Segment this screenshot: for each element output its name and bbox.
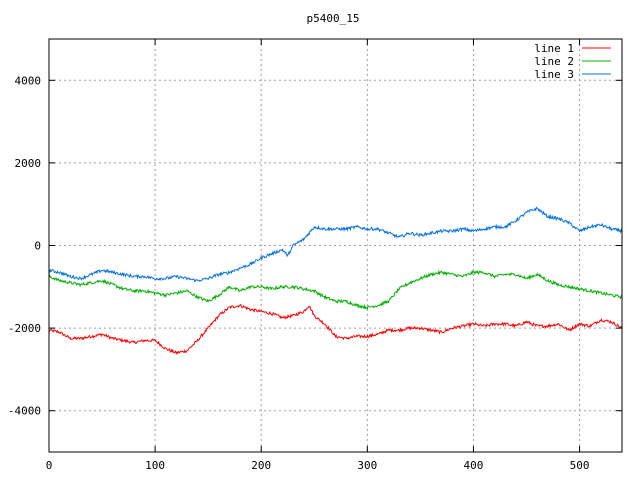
series-line-3 <box>48 206 623 282</box>
x-tick-label: 100 <box>145 459 165 472</box>
legend-label: line 2 <box>534 55 574 68</box>
y-tick-label: -4000 <box>8 405 41 418</box>
legend-label: line 3 <box>534 68 574 81</box>
series-line-2 <box>48 269 623 310</box>
x-tick-label: 200 <box>251 459 271 472</box>
x-tick-label: 300 <box>357 459 377 472</box>
series-line-1 <box>48 303 623 356</box>
y-tick-label: -2000 <box>8 322 41 335</box>
y-tick-label: 4000 <box>15 74 42 87</box>
y-tick-label: 0 <box>34 240 41 253</box>
x-tick-label: 400 <box>464 459 484 472</box>
grid-lines <box>49 39 622 452</box>
legend-label: line 1 <box>534 42 574 55</box>
axis-ticks: 0 100 200 300 400 500 -4000 -2000 0 2000 4000 <box>8 39 622 472</box>
chart-title: p5400_15 <box>307 12 360 25</box>
series-lines <box>48 206 623 356</box>
x-tick-label: 0 <box>46 459 53 472</box>
y-tick-label: 2000 <box>15 157 42 170</box>
x-tick-label: 500 <box>570 459 590 472</box>
